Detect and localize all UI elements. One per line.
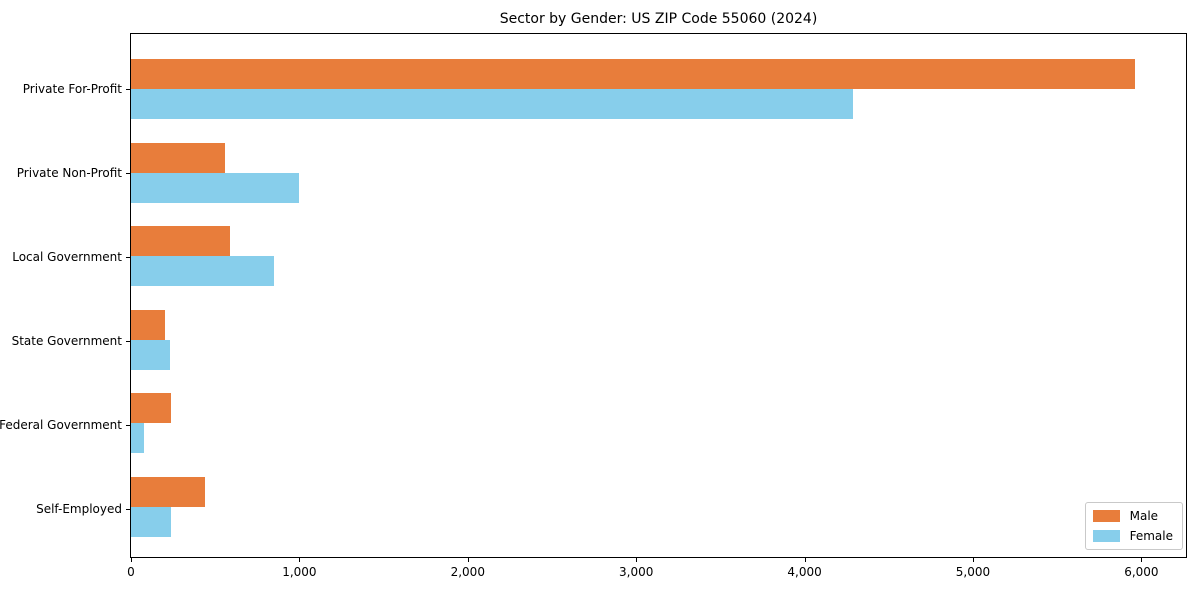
y-tick-mark xyxy=(126,89,131,90)
x-tick-label: 6,000 xyxy=(1124,565,1159,579)
y-axis-label: State Government xyxy=(11,334,122,348)
legend-swatch-female xyxy=(1092,530,1120,542)
y-tick-mark xyxy=(126,257,131,258)
x-tick-mark xyxy=(467,557,469,562)
y-axis-label: Private For-Profit xyxy=(22,82,122,96)
bar-male xyxy=(131,393,172,424)
bar-female xyxy=(131,256,275,287)
legend-swatch-male xyxy=(1092,510,1120,522)
x-tick-label: 2,000 xyxy=(450,565,485,579)
bar-group xyxy=(131,59,1186,119)
plot-area: Private For-Profit Private Non-Profit Loca… xyxy=(0,33,1187,579)
bar-female xyxy=(131,506,172,537)
bar-group xyxy=(131,226,1186,287)
x-tick-mark xyxy=(1141,557,1143,562)
y-tick-mark xyxy=(126,425,131,426)
legend-label: Female xyxy=(1129,529,1173,543)
bar-female xyxy=(131,339,170,370)
x-tick-label: 1,000 xyxy=(282,565,317,579)
y-axis-label: Local Government xyxy=(12,250,122,264)
chart-title: Sector by Gender: US ZIP Code 55060 (202… xyxy=(499,11,818,27)
x-tick-label: 0 xyxy=(127,565,135,579)
bar-male xyxy=(131,59,1135,89)
bar-male xyxy=(131,309,165,340)
legend-entry: Male xyxy=(1092,509,1173,523)
bar-male xyxy=(131,476,206,507)
legend-entry: Female xyxy=(1092,529,1173,543)
x-tick-mark xyxy=(804,557,806,562)
x-tick-label: 3,000 xyxy=(619,565,654,579)
bar-female xyxy=(131,172,300,203)
x-tick-mark xyxy=(636,557,638,562)
x-tick-mark xyxy=(131,557,132,562)
bar-group xyxy=(131,476,1186,537)
x-tick-mark xyxy=(972,557,974,562)
y-tick-mark xyxy=(126,173,131,174)
y-axis-label: Federal Government xyxy=(0,418,122,432)
x-tick-label: 4,000 xyxy=(787,565,822,579)
bar-group xyxy=(131,393,1186,454)
bar-female xyxy=(131,423,145,454)
legend-label: Male xyxy=(1129,509,1159,523)
y-axis-label: Self-Employed xyxy=(36,502,122,516)
bar-male xyxy=(131,142,226,173)
y-axis-label: Private Non-Profit xyxy=(16,166,122,180)
bar-group xyxy=(131,142,1186,203)
bar-female xyxy=(131,89,854,119)
bar-rows xyxy=(131,34,1186,557)
x-tick-label: 5,000 xyxy=(955,565,991,579)
y-tick-mark xyxy=(126,509,131,510)
bar-male xyxy=(131,226,231,257)
y-tick-mark xyxy=(126,341,131,342)
bar-group xyxy=(131,309,1186,370)
x-tick-mark xyxy=(299,557,301,562)
legend: Male Female xyxy=(1084,502,1183,550)
